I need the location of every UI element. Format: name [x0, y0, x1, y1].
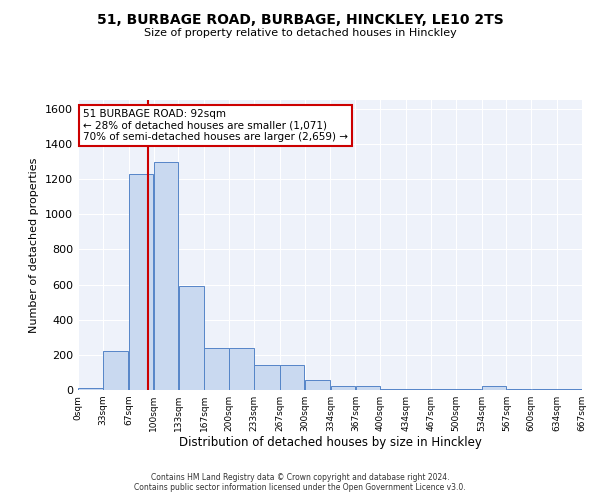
Bar	[103, 352, 128, 390]
Bar	[205, 348, 229, 390]
Bar	[431, 389, 455, 390]
Text: 51, BURBAGE ROAD, BURBAGE, HINCKLEY, LE10 2TS: 51, BURBAGE ROAD, BURBAGE, HINCKLEY, LE1…	[97, 12, 503, 26]
Text: Contains HM Land Registry data © Crown copyright and database right 2024.
Contai: Contains HM Land Registry data © Crown c…	[134, 473, 466, 492]
Bar	[331, 386, 355, 390]
Bar	[482, 386, 506, 390]
Text: Distribution of detached houses by size in Hinckley: Distribution of detached houses by size …	[179, 436, 481, 449]
Text: Size of property relative to detached houses in Hinckley: Size of property relative to detached ho…	[143, 28, 457, 38]
Bar	[179, 286, 204, 390]
Bar	[254, 366, 280, 390]
Bar	[356, 386, 380, 390]
Bar	[532, 389, 557, 390]
Bar	[506, 389, 531, 390]
Text: 51 BURBAGE ROAD: 92sqm
← 28% of detached houses are smaller (1,071)
70% of semi-: 51 BURBAGE ROAD: 92sqm ← 28% of detached…	[83, 108, 348, 142]
Bar	[380, 389, 406, 390]
Bar	[129, 174, 154, 390]
Bar	[154, 162, 178, 390]
Bar	[78, 388, 103, 390]
Bar	[557, 389, 582, 390]
Bar	[229, 348, 254, 390]
Bar	[305, 380, 330, 390]
Bar	[280, 366, 304, 390]
Bar	[456, 389, 481, 390]
Y-axis label: Number of detached properties: Number of detached properties	[29, 158, 40, 332]
Bar	[406, 389, 431, 390]
